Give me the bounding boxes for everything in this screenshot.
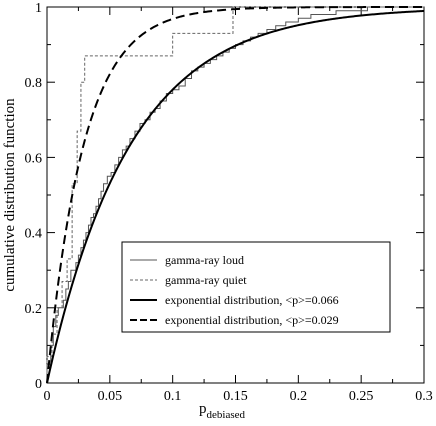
x-axis-label: pdebiased — [199, 401, 245, 421]
x-axis-ticks: 0 0.05 0.1 0.15 0.2 0.25 0.3 — [44, 7, 433, 404]
y-axis-label: cumulative distribution function — [2, 98, 18, 292]
legend-items: gamma-ray loud gamma-ray quiet exponential… — [130, 253, 339, 327]
legend: gamma-ray loud gamma-ray quiet exponential… — [121, 241, 391, 333]
series-line-2 — [46, 6, 424, 383]
y-tick-label: 0.2 — [25, 302, 43, 317]
x-tick-label: 0.3 — [415, 389, 433, 404]
legend-label-1: gamma-ray loud — [165, 253, 244, 267]
x-tick-label: 0.05 — [98, 389, 123, 404]
x-tick-label: 0.1 — [164, 389, 182, 404]
y-tick-label: 0.8 — [25, 76, 43, 91]
x-axis-label-main: p — [199, 401, 207, 417]
y-axis-ticks: 0 0.2 0.4 0.6 0.8 1 — [25, 1, 424, 392]
series-line-3 — [46, 9, 425, 384]
y-tick-label: 0 — [35, 377, 42, 392]
series-layer — [46, 6, 425, 384]
x-axis-label-subscript: debiased — [207, 409, 246, 421]
series-line-4 — [46, 6, 424, 384]
legend-label-4: exponential distribution, <p>=0.029 — [165, 313, 339, 327]
y-tick-label: 0.6 — [25, 151, 43, 166]
x-tick-label: 0.15 — [223, 389, 248, 404]
legend-label-3: exponential distribution, <p>=0.066 — [165, 293, 339, 307]
y-tick-label: 0.4 — [25, 227, 43, 242]
x-tick-label: 0.25 — [349, 389, 374, 404]
x-tick-label: 0 — [44, 389, 51, 404]
legend-label-2: gamma-ray quiet — [165, 273, 247, 287]
legend-box — [121, 241, 391, 333]
y-tick-label: 1 — [35, 1, 42, 16]
x-tick-label: 0.2 — [290, 389, 308, 404]
